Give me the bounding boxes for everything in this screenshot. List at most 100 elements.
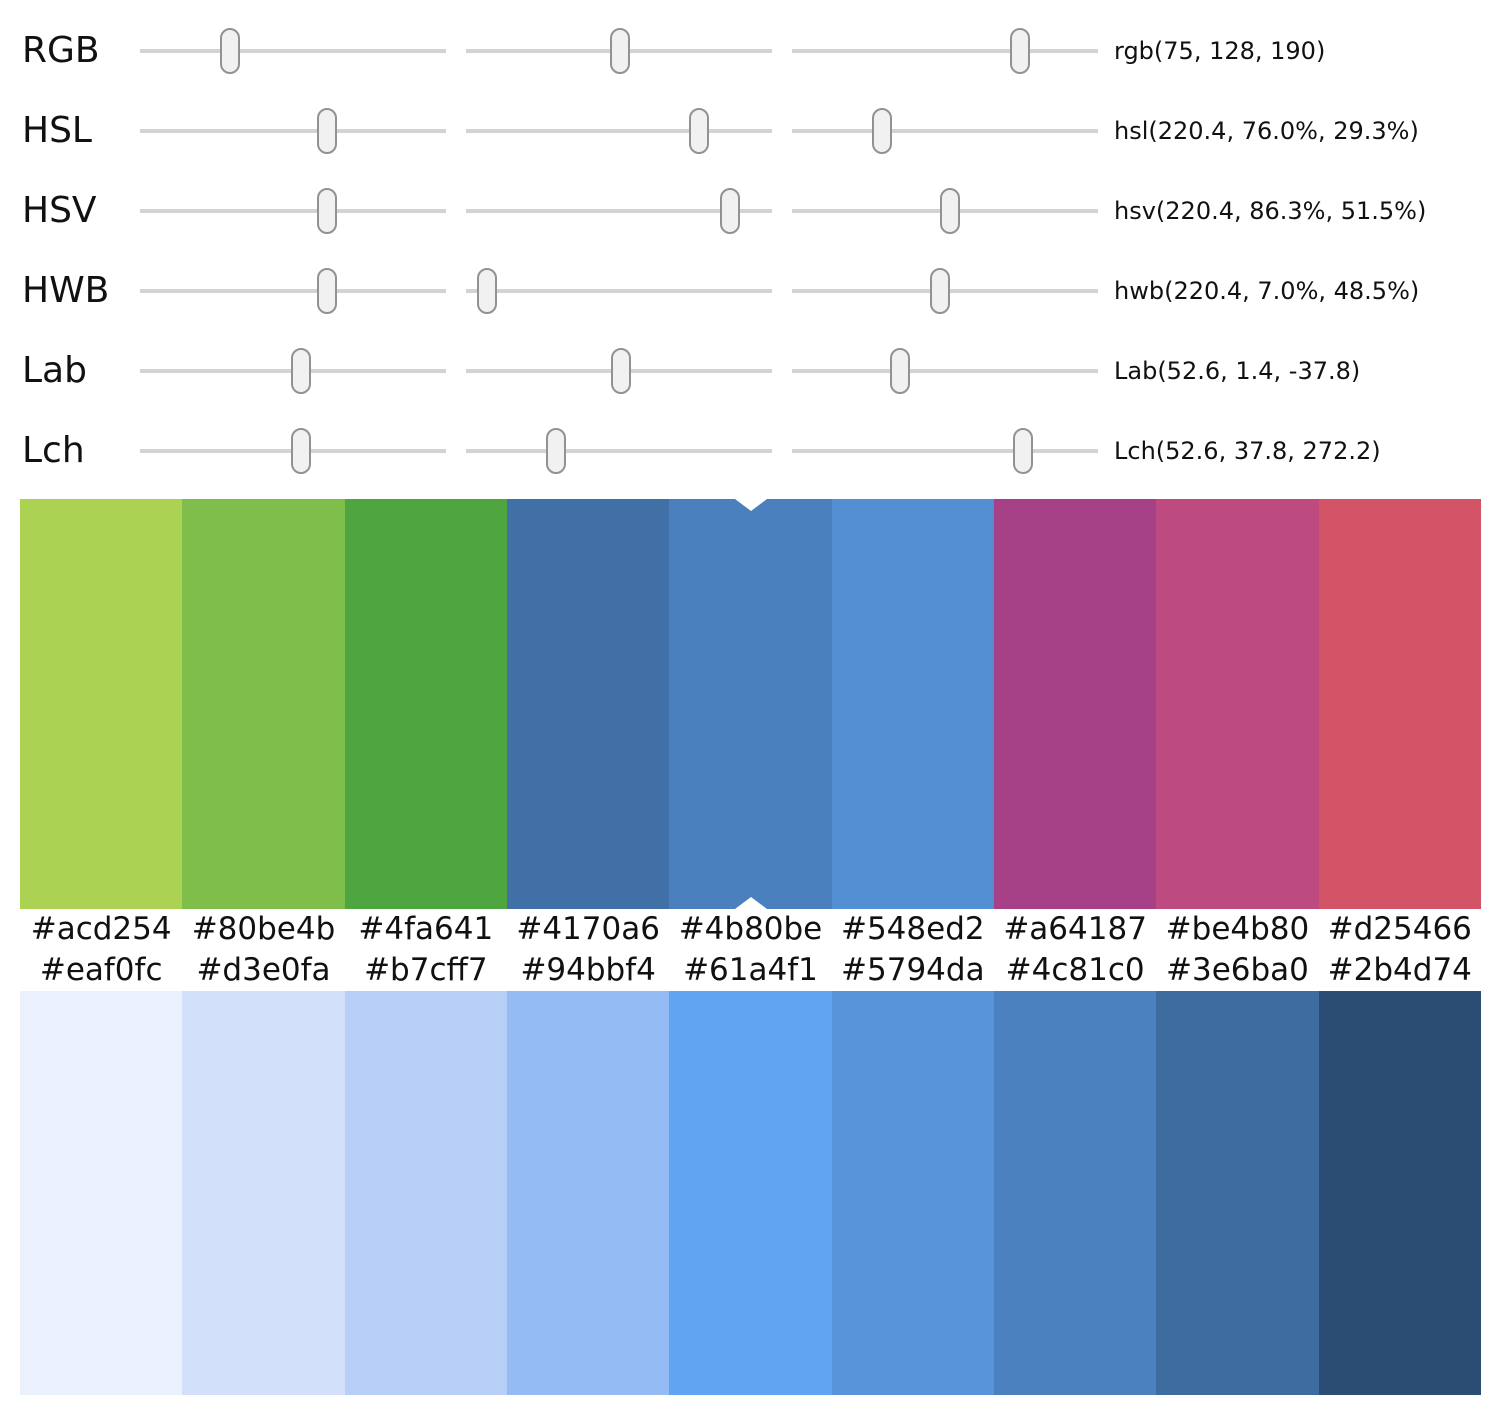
palette-bottom-swatch-4[interactable] [506,991,670,1395]
palette-bottom-swatch-7[interactable] [993,991,1157,1395]
slider-row-lab: Lab Lab(52.6, 1.4, -37.8) [0,331,1501,411]
lch-c-slider-track[interactable] [466,449,772,453]
rgb-g-slider[interactable] [466,28,772,74]
lch-c-slider[interactable] [466,428,772,474]
lab-b-slider-track[interactable] [792,369,1098,373]
palette-bottom-hex-label-1: #eaf0fc [39,952,163,988]
hwb-h-slider-thumb[interactable] [317,268,338,314]
palette-bottom-swatch-2[interactable] [182,991,345,1395]
palette-top-hex-label-8: #be4b80 [1165,911,1310,947]
lch-h-slider[interactable] [792,428,1098,474]
hsl-l-slider-track[interactable] [792,129,1098,133]
palette-top-swatch-9[interactable] [1318,499,1481,909]
hsv-h-slider-thumb[interactable] [317,188,338,234]
rgb-b-slider-thumb[interactable] [1009,28,1030,74]
hsv-v-slider[interactable] [792,188,1098,234]
palette-bottom-hex-label-9: #2b4d74 [1327,952,1472,988]
slider-row-rgb: RGB rgb(75, 128, 190) [0,11,1501,91]
palette-bottom-hex-label-7: #4c81c0 [1005,952,1145,988]
lch-c-slider-thumb[interactable] [546,428,567,474]
slider-row-hsl: HSL hsl(220.4, 76.0%, 29.3%) [0,91,1501,171]
hsl-l-slider[interactable] [792,108,1098,154]
hwb-b-slider[interactable] [792,268,1098,314]
hsv-v-slider-thumb[interactable] [939,188,960,234]
rgb-b-slider[interactable] [792,28,1098,74]
slider-row-label-lab: Lab [22,350,87,391]
rgb-b-slider-track[interactable] [792,49,1098,53]
hwb-h-slider-track[interactable] [140,289,446,293]
palette-bottom-hex-label-3: #b7cff7 [364,952,488,988]
lab-a-slider-thumb[interactable] [611,348,632,394]
lab-b-slider-thumb[interactable] [890,348,911,394]
palette-bottom-swatch-8[interactable] [1156,991,1319,1395]
palette-bottom-hex-label-5: #61a4f1 [683,952,818,988]
rgb-g-slider-thumb[interactable] [609,28,630,74]
palette-top-swatch-8[interactable] [1156,499,1319,909]
rgb-value-text: rgb(75, 128, 190) [1114,37,1326,65]
hsl-value-text: hsl(220.4, 76.0%, 29.3%) [1114,117,1419,145]
palette-bottom-hex-label-6: #5794da [841,952,985,988]
hsv-h-slider[interactable] [140,188,446,234]
hwb-value-text: hwb(220.4, 7.0%, 48.5%) [1114,277,1420,305]
hsl-h-slider-thumb[interactable] [317,108,338,154]
palette-top-swatch-6[interactable] [831,499,994,909]
palette-top-swatch-5[interactable] [669,499,832,909]
hsl-l-slider-thumb[interactable] [871,108,892,154]
palette-top-swatch-1[interactable] [20,499,183,909]
palette-bottom-hex-label-8: #3e6ba0 [1166,952,1309,988]
hsv-value-text: hsv(220.4, 86.3%, 51.5%) [1114,197,1427,225]
palette-top-swatch-7[interactable] [993,499,1157,909]
hsl-s-slider-thumb[interactable] [688,108,709,154]
lch-h-slider-thumb[interactable] [1013,428,1034,474]
color-sliders-section: RGB rgb(75, 128, 190) HSL hsl(220.4, 76.0%,… [0,0,1501,491]
palette-bottom-swatch-5[interactable] [669,991,832,1395]
palette-top-hex-label-2: #80be4b [191,911,336,947]
lch-l-slider-thumb[interactable] [290,428,311,474]
palette-top-hex-label-7: #a64187 [1003,911,1147,947]
palette-bottom-hex-label-4: #94bbf4 [520,952,656,988]
slider-row-label-hsl: HSL [22,110,92,151]
hsv-s-slider[interactable] [466,188,772,234]
rgb-r-slider-thumb[interactable] [219,28,240,74]
palette-bottom-swatch-9[interactable] [1318,991,1481,1395]
hsl-s-slider-track[interactable] [466,129,772,133]
palette-top-hex-label-9: #d25466 [1327,911,1472,947]
palette-bottom-swatch-3[interactable] [344,991,507,1395]
hsv-s-slider-track[interactable] [466,209,772,213]
lch-l-slider[interactable] [140,428,446,474]
rgb-r-slider[interactable] [140,28,446,74]
palette-top-swatch-2[interactable] [182,499,345,909]
hwb-w-slider-thumb[interactable] [477,268,498,314]
hsv-h-slider-track[interactable] [140,209,446,213]
palette-bottom-hex-label-2: #d3e0fa [196,952,331,988]
hwb-w-slider-track[interactable] [466,289,772,293]
palette-bottom-hex-labels: #eaf0fc #d3e0fa #b7cff7 #94bbf4 #61a4f1 #5794… [20,949,1481,991]
hsl-s-slider[interactable] [466,108,772,154]
palette-top-swatch-3[interactable] [344,499,507,909]
hsl-h-slider[interactable] [140,108,446,154]
slider-row-label-lch: Lch [22,430,85,471]
palette-bottom-band [20,991,1481,1395]
hwb-b-slider-thumb[interactable] [930,268,951,314]
lch-h-slider-track[interactable] [792,449,1098,453]
lab-b-slider[interactable] [792,348,1098,394]
rgb-r-slider-track[interactable] [140,49,446,53]
lab-a-slider[interactable] [466,348,772,394]
palette-top-swatch-4[interactable] [506,499,670,909]
slider-row-hwb: HWB hwb(220.4, 7.0%, 48.5%) [0,251,1501,331]
slider-row-hsv: HSV hsv(220.4, 86.3%, 51.5%) [0,171,1501,251]
palette-bottom-swatch-6[interactable] [831,991,994,1395]
slider-row-label-hwb: HWB [22,270,110,311]
lab-l-slider-thumb[interactable] [290,348,311,394]
palette-top-hex-labels: #acd254 #80be4b #4fa641 #4170a6 #4b80be #548e… [20,909,1481,949]
lab-l-slider[interactable] [140,348,446,394]
hsv-s-slider-thumb[interactable] [720,188,741,234]
hwb-w-slider[interactable] [466,268,772,314]
slider-row-label-rgb: RGB [22,30,100,71]
hwb-h-slider[interactable] [140,268,446,314]
palette-top-hex-label-1: #acd254 [30,911,172,947]
hsl-h-slider-track[interactable] [140,129,446,133]
palette-bottom-swatch-1[interactable] [20,991,183,1395]
slider-row-label-hsv: HSV [22,190,97,231]
palette-top-hex-label-6: #548ed2 [840,911,985,947]
